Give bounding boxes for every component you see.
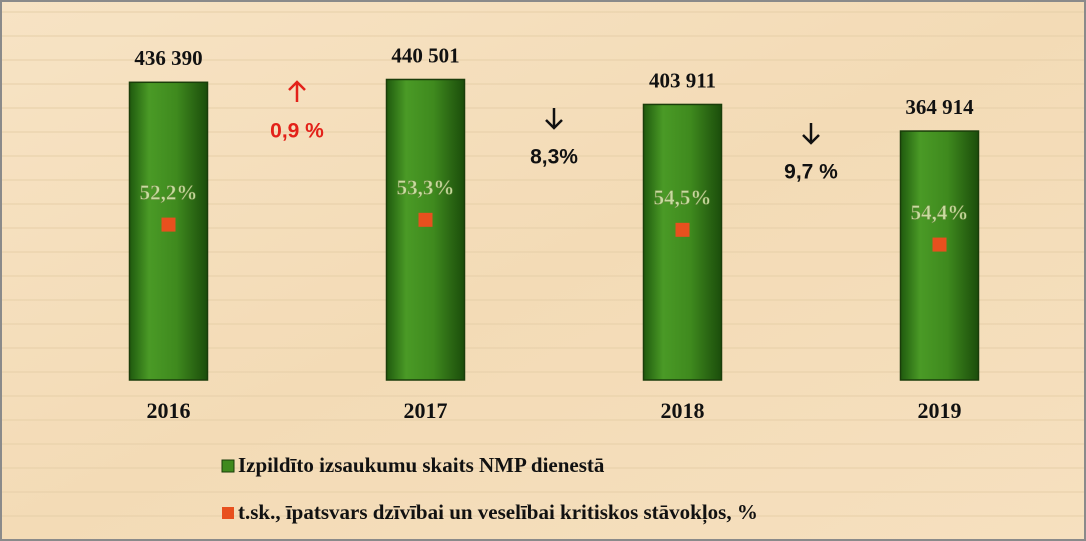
percent-marker xyxy=(161,217,176,232)
percent-label: 53,3% xyxy=(397,176,455,200)
percent-marker xyxy=(418,212,433,227)
x-tick-label: 2016 xyxy=(147,398,191,423)
percent-label: 54,5% xyxy=(654,186,712,210)
value-label: 403 911 xyxy=(649,68,716,92)
value-label: 436 390 xyxy=(134,46,202,70)
percent-label: 52,2% xyxy=(140,180,198,204)
legend-swatch xyxy=(222,507,234,519)
x-tick-label: 2019 xyxy=(918,398,962,423)
value-label: 364 914 xyxy=(905,95,974,119)
bar xyxy=(642,103,723,381)
x-tick-label: 2017 xyxy=(404,398,448,423)
percent-label: 54,4% xyxy=(911,200,969,224)
arrow-head xyxy=(802,134,820,145)
annotation: 9,7 % xyxy=(784,161,838,184)
percent-marker xyxy=(932,237,947,252)
arrow-head xyxy=(288,80,306,91)
annotation: 8,3% xyxy=(530,146,578,169)
arrows xyxy=(288,80,820,145)
percent-marker xyxy=(675,222,690,237)
annotation: 0,9 % xyxy=(270,120,324,143)
legend-swatch xyxy=(221,459,235,473)
legend-label: t.sk., īpatsvars dzīvībai un veselībai k… xyxy=(238,500,758,525)
arrow-head xyxy=(545,119,563,130)
value-label: 440 501 xyxy=(391,43,459,67)
bar xyxy=(899,130,980,381)
bar xyxy=(385,78,466,381)
x-tick-label: 2018 xyxy=(661,398,705,423)
legend-label: Izpildīto izsaukumu skaits NMP dienestā xyxy=(238,453,605,477)
